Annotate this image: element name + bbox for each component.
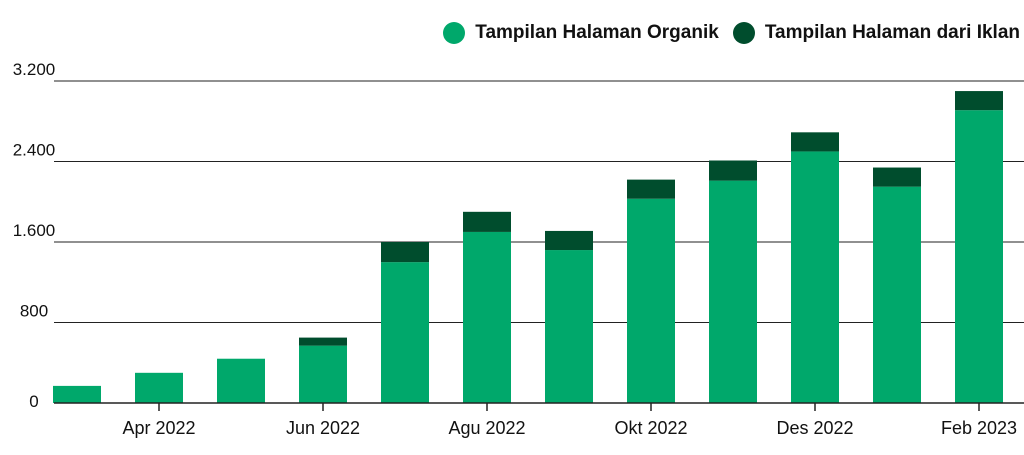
bar-organic-9	[791, 151, 839, 403]
bar-ads-4	[381, 242, 429, 263]
y-tick-label-4: 3.200	[13, 60, 56, 79]
legend: Tampilan Halaman Organik Tampilan Halama…	[429, 22, 1020, 44]
bar-ads-9	[791, 132, 839, 152]
bar-organic-6	[545, 250, 593, 403]
x-tick-label-0: Apr 2022	[122, 418, 195, 438]
x-tick-label-5: Feb 2023	[941, 418, 1017, 438]
bar-ads-11	[955, 91, 1003, 111]
bar-ads-8	[709, 160, 757, 181]
bar-organic-10	[873, 186, 921, 403]
x-tick-label-3: Okt 2022	[614, 418, 687, 438]
bar-organic-2	[217, 358, 265, 403]
bar-ads-7	[627, 179, 675, 199]
legend-item-ads: Tampilan Halaman dari Iklan	[732, 22, 1020, 44]
y-tick-label-1: 800	[20, 302, 48, 321]
bar-ads-10	[873, 167, 921, 187]
y-tick-label-3: 2.400	[13, 141, 56, 160]
legend-organic-swatch	[443, 22, 466, 44]
x-tick-label-1: Jun 2022	[286, 418, 360, 438]
bar-organic-11	[955, 110, 1003, 404]
bar-organic-4	[381, 262, 429, 403]
legend-ads-label: Tampilan Halaman dari Iklan	[764, 22, 1020, 43]
bar-organic-5	[463, 231, 511, 403]
bar-ads-5	[463, 211, 511, 232]
bar-organic-3	[299, 345, 347, 403]
x-tick-label-4: Des 2022	[776, 418, 853, 438]
legend-item-organic: Tampilan Halaman Organik	[443, 22, 719, 44]
bar-organic-7	[627, 198, 675, 403]
bar-organic-1	[135, 372, 183, 403]
bar-organic-8	[709, 180, 757, 403]
bar-organic-0	[53, 385, 101, 403]
bar-ads-6	[545, 230, 593, 251]
bar-ads-3	[299, 337, 347, 346]
x-tick-label-2: Agu 2022	[448, 418, 525, 438]
y-tick-label-2: 1.600	[13, 221, 56, 240]
legend-ads-swatch	[732, 22, 755, 44]
y-tick-label-0: 0	[29, 392, 38, 411]
legend-organic-label: Tampilan Halaman Organik	[475, 22, 719, 43]
